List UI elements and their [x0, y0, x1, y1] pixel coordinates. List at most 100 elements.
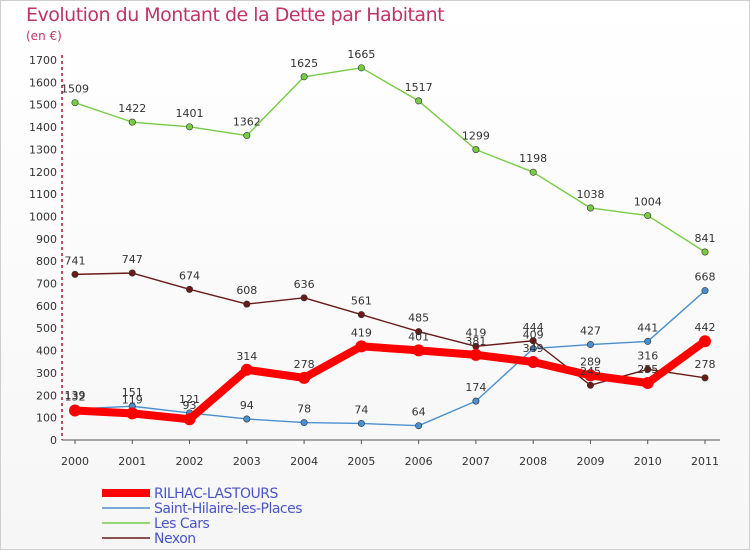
- legend-label: Les Cars: [154, 516, 210, 532]
- x-tick-label: 2010: [634, 455, 662, 468]
- series-line: [74, 67, 706, 253]
- data-point: [69, 404, 81, 417]
- y-tick-label: 700: [36, 278, 57, 291]
- y-tick-label: 1100: [29, 188, 57, 201]
- y-tick-label: 1000: [29, 210, 57, 223]
- data-point: [644, 365, 652, 373]
- series-nexon: [71, 269, 709, 389]
- data-point: [243, 300, 251, 308]
- axes: 0 100 200 300 400 500 600 700 800 900 1000 1100 1200…: [29, 54, 720, 468]
- data-label: 74: [354, 403, 368, 416]
- data-label: 1422: [118, 102, 146, 115]
- x-tick-label: 2001: [118, 455, 146, 468]
- data-point: [71, 99, 79, 107]
- y-tick-label: 300: [36, 367, 57, 380]
- y-tick-label: 1500: [29, 99, 57, 112]
- chart-title: Evolution du Montant de la Dette par Hab…: [26, 4, 445, 26]
- data-label: 1004: [634, 196, 662, 209]
- x-tick-label: 2011: [691, 455, 719, 468]
- data-label: 245: [580, 365, 601, 378]
- x-tick-label: 2007: [462, 455, 490, 468]
- data-point: [527, 355, 540, 368]
- x-tick-label: 2004: [290, 455, 318, 468]
- series-rilhac-lastours: [69, 335, 711, 426]
- data-point: [357, 311, 365, 319]
- series-saint-hilaire-les-places: [71, 287, 709, 430]
- y-tick-label: 800: [36, 255, 57, 268]
- data-point: [472, 397, 480, 405]
- data-point: [128, 118, 136, 126]
- data-label: 94: [240, 399, 254, 412]
- data-point: [240, 363, 253, 376]
- x-tick-label: 2000: [61, 455, 89, 468]
- data-label: 427: [580, 325, 601, 338]
- data-label: 1509: [61, 83, 89, 96]
- data-point: [644, 212, 652, 220]
- y-tick-label: 400: [36, 345, 57, 358]
- data-label: 442: [695, 321, 716, 334]
- data-point: [586, 341, 594, 349]
- data-label: 78: [297, 403, 311, 416]
- x-tick-label: 2006: [405, 455, 433, 468]
- data-label: 64: [412, 406, 426, 419]
- data-label: 841: [695, 232, 716, 245]
- data-label: 151: [122, 386, 143, 399]
- data-point: [355, 340, 368, 353]
- series-line: [74, 337, 708, 424]
- data-label: 401: [408, 330, 429, 343]
- data-point: [644, 337, 652, 345]
- y-tick-label: 1300: [29, 143, 57, 156]
- legend-label: RILHAC-LASTOURS: [154, 486, 278, 502]
- data-label: 1198: [519, 152, 547, 165]
- data-point: [472, 146, 480, 154]
- data-label: 409: [523, 329, 544, 342]
- data-label: 608: [236, 284, 257, 297]
- y-tick-label: 1600: [29, 76, 57, 89]
- y-tick-label: 0: [50, 434, 57, 447]
- data-label: 444: [523, 321, 544, 334]
- data-point: [415, 97, 423, 105]
- data-point: [529, 337, 537, 345]
- data-label: 1625: [290, 57, 318, 70]
- legend: RILHAC-LASTOURSSaint-Hilaire-les-PlacesL…: [102, 486, 303, 547]
- data-label: 419: [351, 326, 372, 339]
- data-label: 278: [294, 358, 315, 371]
- data-point: [586, 204, 594, 212]
- data-point: [186, 123, 194, 131]
- data-labels: 741 747 674 608 636 561 485 419 444 245 316 278 1509…: [61, 48, 716, 419]
- chart-unit-label: (en €): [26, 29, 62, 43]
- data-point: [243, 415, 251, 423]
- data-point: [529, 345, 537, 353]
- data-label: 289: [580, 355, 601, 368]
- data-point: [701, 287, 709, 295]
- data-label: 441: [637, 321, 658, 334]
- data-label: 93: [183, 399, 197, 412]
- data-label: 674: [179, 269, 200, 282]
- y-tick-label: 1200: [29, 166, 57, 179]
- y-tick-label: 600: [36, 300, 57, 313]
- data-point: [641, 377, 654, 389]
- data-point: [71, 270, 79, 278]
- data-point: [415, 422, 423, 430]
- data-label: 314: [236, 350, 257, 363]
- data-point: [298, 371, 311, 384]
- data-point: [529, 168, 537, 176]
- data-label: 255: [637, 363, 658, 376]
- data-point: [357, 419, 365, 427]
- x-tick-label: 2005: [347, 455, 375, 468]
- y-tick-label: 200: [36, 389, 57, 402]
- data-point: [701, 374, 709, 382]
- series-les-cars: [71, 64, 709, 256]
- data-label: 119: [122, 393, 143, 406]
- data-label: 1038: [576, 188, 604, 201]
- x-tick-label: 2009: [576, 455, 604, 468]
- y-tick-label: 900: [36, 233, 57, 246]
- data-label: 1401: [176, 107, 204, 120]
- data-point: [415, 328, 423, 336]
- data-label: 381: [465, 335, 486, 348]
- data-label: 1362: [233, 116, 261, 129]
- data-label: 121: [179, 393, 200, 406]
- x-tick-label: 2002: [176, 455, 204, 468]
